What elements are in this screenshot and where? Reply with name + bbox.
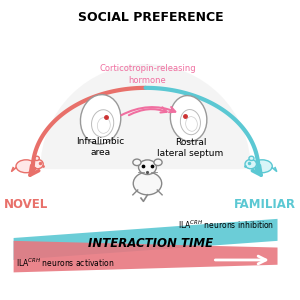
Ellipse shape xyxy=(133,172,162,195)
Ellipse shape xyxy=(139,160,156,175)
Ellipse shape xyxy=(34,156,39,161)
Ellipse shape xyxy=(80,94,121,144)
Text: SOCIAL PREFERENCE: SOCIAL PREFERENCE xyxy=(77,11,223,24)
Text: NOVEL: NOVEL xyxy=(4,198,48,211)
Text: FAMILIAR: FAMILIAR xyxy=(234,198,296,211)
Text: Rostral
lateral septum: Rostral lateral septum xyxy=(158,138,224,158)
Text: ILA$^{CRH}$ neurons inhibition: ILA$^{CRH}$ neurons inhibition xyxy=(178,218,275,231)
Polygon shape xyxy=(14,241,278,272)
Wedge shape xyxy=(40,64,251,169)
Ellipse shape xyxy=(16,160,36,173)
Ellipse shape xyxy=(249,156,254,161)
Ellipse shape xyxy=(154,159,162,166)
Text: Corticotropin-releasing
hormone: Corticotropin-releasing hormone xyxy=(99,64,196,85)
Polygon shape xyxy=(14,219,278,260)
Text: INTERACTION TIME: INTERACTION TIME xyxy=(88,237,213,250)
Ellipse shape xyxy=(245,159,256,169)
Ellipse shape xyxy=(170,96,207,141)
Ellipse shape xyxy=(133,159,141,166)
Ellipse shape xyxy=(32,159,43,169)
Text: ILA$^{CRH}$ neurons activation: ILA$^{CRH}$ neurons activation xyxy=(16,256,115,269)
Ellipse shape xyxy=(252,160,272,173)
Text: Infralimbic
area: Infralimbic area xyxy=(76,136,125,157)
